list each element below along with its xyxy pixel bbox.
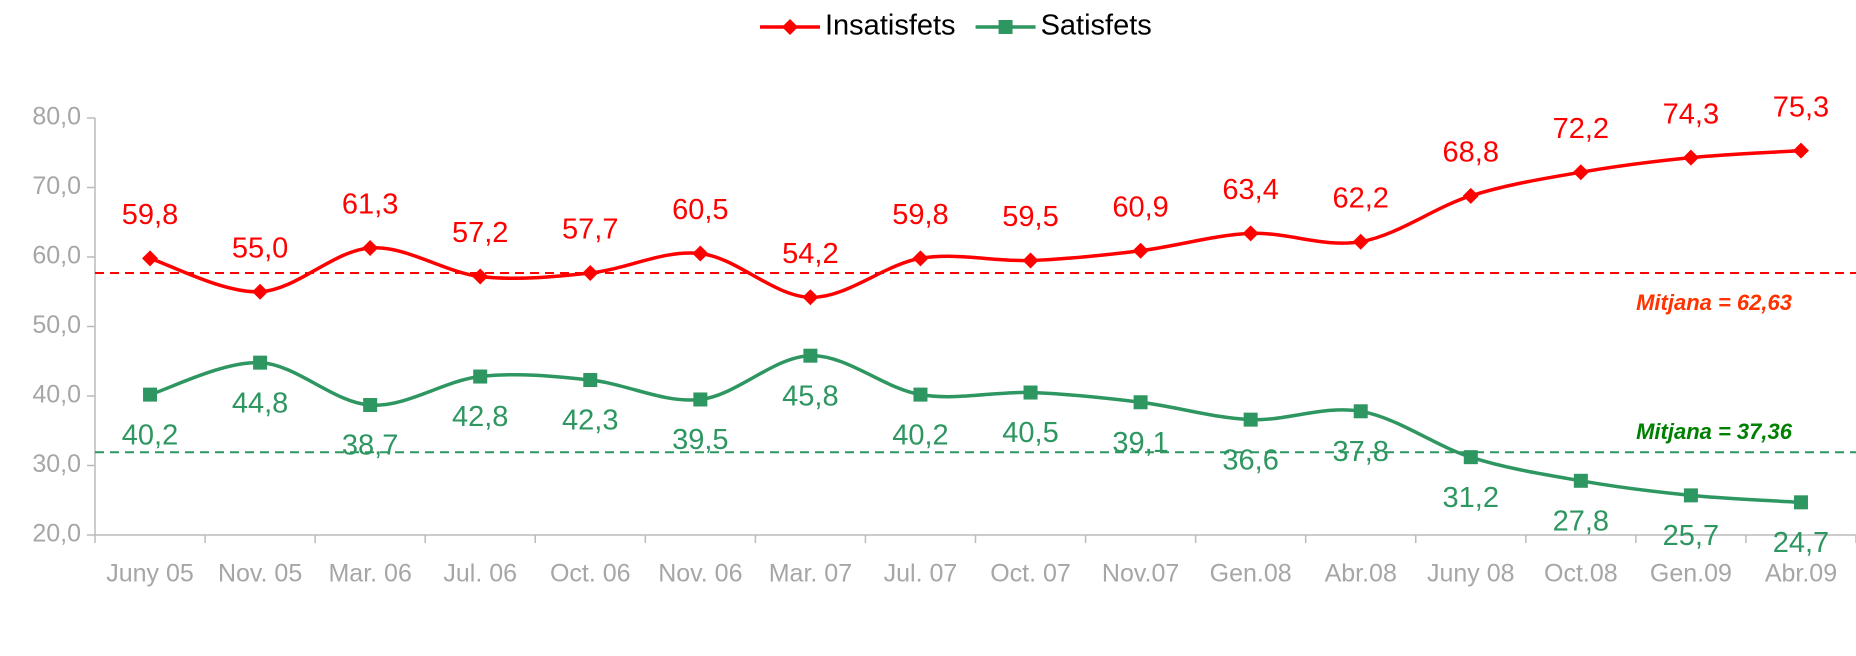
y-tick-label: 80,0 <box>32 103 81 131</box>
point <box>1132 242 1149 259</box>
point <box>692 245 709 262</box>
point <box>1462 187 1479 204</box>
point <box>803 348 818 363</box>
data-label: 57,2 <box>452 217 508 249</box>
mean-annotation: Mitjana = 37,36 <box>1636 419 1793 444</box>
point <box>473 369 488 384</box>
x-tick-label: Mar. 06 <box>328 560 411 588</box>
series-line <box>149 353 1802 505</box>
point <box>253 355 268 370</box>
data-label: 44,8 <box>232 387 288 419</box>
y-tick-label: 50,0 <box>32 311 81 339</box>
point <box>1792 142 1809 159</box>
point <box>1133 395 1148 410</box>
point <box>1022 252 1039 269</box>
legend-label: Insatisfets <box>825 10 956 42</box>
point <box>693 392 708 407</box>
point <box>1353 404 1368 419</box>
x-tick-label: Gen.08 <box>1210 560 1292 588</box>
data-label: 40,2 <box>122 419 178 451</box>
point <box>143 387 158 402</box>
data-label: 60,9 <box>1112 191 1168 223</box>
data-label: 60,5 <box>672 194 728 226</box>
point <box>782 19 798 35</box>
point <box>1793 495 1808 510</box>
data-label: 42,3 <box>562 405 618 437</box>
x-tick-label: Nov.07 <box>1102 560 1179 588</box>
point <box>912 250 929 267</box>
series-line <box>149 148 1802 300</box>
point <box>1023 385 1038 400</box>
data-label: 54,2 <box>782 238 838 270</box>
x-tick-label: Abr.08 <box>1325 560 1397 588</box>
data-label: 75,3 <box>1773 91 1829 123</box>
data-label: 74,3 <box>1663 98 1719 130</box>
point <box>1683 488 1698 503</box>
data-label: 40,5 <box>1002 417 1058 449</box>
data-label: 57,7 <box>562 214 618 246</box>
data-label: 63,4 <box>1222 174 1278 206</box>
data-label: 25,7 <box>1663 520 1719 552</box>
x-tick-label: Mar. 07 <box>769 560 852 588</box>
data-label: 59,5 <box>1002 201 1058 233</box>
point <box>998 20 1013 34</box>
x-tick-label: Oct.08 <box>1544 560 1618 588</box>
x-tick-label: Nov. 05 <box>218 560 302 588</box>
y-tick-label: 30,0 <box>32 450 81 478</box>
data-label: 36,6 <box>1222 444 1278 476</box>
x-tick-label: Juny 05 <box>106 560 194 588</box>
data-label: 62,2 <box>1332 182 1388 214</box>
point <box>142 250 159 267</box>
data-label: 40,2 <box>892 419 948 451</box>
y-tick-label: 60,0 <box>32 242 81 270</box>
data-label: 68,8 <box>1443 136 1499 168</box>
x-tick-label: Gen.09 <box>1650 560 1732 588</box>
x-tick-label: Nov. 06 <box>658 560 742 588</box>
data-label: 42,8 <box>452 401 508 433</box>
data-label: 31,2 <box>1443 482 1499 514</box>
mean-annotation: Mitjana = 62,63 <box>1636 290 1792 315</box>
point <box>1463 450 1478 465</box>
y-tick-label: 70,0 <box>32 172 81 200</box>
point <box>1243 412 1258 427</box>
point <box>1242 225 1259 242</box>
point <box>362 239 379 256</box>
data-label: 39,5 <box>672 424 728 456</box>
y-tick-label: 40,0 <box>32 381 81 409</box>
data-label: 27,8 <box>1553 505 1609 537</box>
point <box>802 289 819 306</box>
data-label: 24,7 <box>1773 527 1829 559</box>
point <box>1573 473 1588 488</box>
x-tick-label: Jul. 07 <box>884 560 958 588</box>
data-label: 59,8 <box>892 199 948 231</box>
point <box>1352 233 1369 250</box>
point <box>1572 164 1589 181</box>
data-label: 55,0 <box>232 232 288 264</box>
data-label: 38,7 <box>342 430 398 462</box>
x-tick-label: Jul. 06 <box>443 560 517 588</box>
data-label: 37,8 <box>1332 436 1388 468</box>
data-label: 45,8 <box>782 380 838 412</box>
y-tick-label: 20,0 <box>32 520 81 548</box>
point <box>1682 149 1699 166</box>
point <box>913 387 928 402</box>
data-label: 61,3 <box>342 189 398 221</box>
point <box>582 264 599 281</box>
data-label: 59,8 <box>122 199 178 231</box>
point <box>472 268 489 285</box>
x-tick-label: Juny 08 <box>1427 560 1515 588</box>
data-label: 39,1 <box>1112 427 1168 459</box>
point <box>583 373 598 388</box>
point <box>252 283 269 300</box>
legend-label: Satisfets <box>1041 10 1152 42</box>
x-tick-label: Abr.09 <box>1765 560 1837 588</box>
x-tick-label: Oct. 06 <box>550 560 631 588</box>
data-label: 72,2 <box>1553 113 1609 145</box>
point <box>363 398 378 413</box>
x-tick-label: Oct. 07 <box>990 560 1071 588</box>
